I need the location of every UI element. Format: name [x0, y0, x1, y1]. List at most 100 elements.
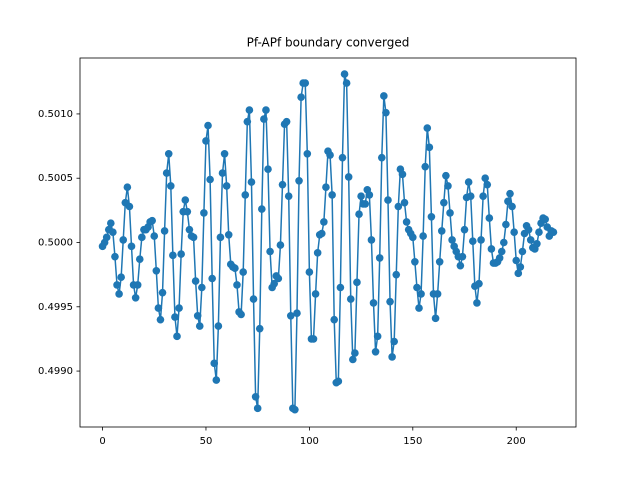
- data-point: [326, 151, 334, 159]
- data-point: [169, 251, 177, 260]
- data-point: [274, 274, 283, 283]
- data-point: [148, 216, 156, 225]
- data-point: [185, 225, 194, 234]
- data-point: [328, 191, 336, 199]
- data-point: [502, 220, 510, 229]
- data-point: [253, 404, 262, 413]
- data-point: [224, 230, 233, 239]
- data-point: [282, 117, 291, 126]
- data-point: [133, 281, 142, 289]
- x-tick-label: 150: [403, 436, 422, 447]
- data-point: [266, 247, 274, 256]
- data-point: [309, 335, 318, 343]
- data-point: [264, 165, 272, 174]
- data-point: [297, 93, 305, 102]
- data-point: [425, 143, 434, 152]
- data-point: [487, 245, 496, 253]
- data-point: [113, 281, 121, 289]
- data-point: [477, 236, 485, 244]
- data-point: [150, 232, 159, 240]
- data-point: [160, 227, 169, 235]
- data-point: [373, 332, 382, 341]
- data-point: [535, 228, 543, 237]
- data-point: [437, 227, 446, 235]
- data-point: [212, 376, 221, 384]
- data-point: [276, 241, 285, 249]
- data-point: [127, 242, 136, 251]
- data-point: [355, 210, 363, 219]
- data-point: [342, 79, 351, 87]
- data-point: [468, 237, 477, 246]
- data-point: [411, 257, 419, 266]
- data-point: [154, 304, 163, 312]
- data-point: [380, 92, 388, 100]
- data-point: [369, 299, 378, 307]
- data-point: [123, 183, 132, 192]
- data-point: [237, 310, 245, 319]
- data-point: [371, 347, 380, 356]
- data-point: [464, 178, 473, 186]
- data-point: [423, 124, 432, 132]
- data-point: [216, 233, 225, 242]
- data-point: [334, 377, 343, 386]
- data-point: [119, 236, 128, 244]
- data-point: [417, 290, 425, 298]
- data-point: [446, 209, 454, 217]
- data-point: [448, 236, 456, 244]
- data-point: [177, 250, 185, 258]
- data-point: [245, 106, 254, 114]
- data-point: [231, 264, 239, 273]
- data-point: [435, 257, 444, 266]
- data-point: [286, 311, 295, 320]
- data-point: [270, 279, 279, 288]
- data-point: [419, 232, 427, 240]
- data-point: [138, 233, 146, 242]
- data-point: [431, 314, 440, 323]
- data-point: [473, 299, 481, 307]
- data-point: [361, 200, 370, 208]
- data-point: [483, 180, 492, 189]
- data-point: [102, 233, 111, 242]
- data-point: [458, 252, 467, 261]
- data-point: [384, 196, 392, 204]
- data-point: [262, 106, 270, 114]
- data-point: [313, 248, 322, 257]
- data-point: [115, 290, 123, 298]
- data-point: [125, 202, 134, 211]
- data-point: [198, 283, 206, 292]
- data-point: [204, 121, 212, 130]
- y-tick-label: 0.4995: [38, 302, 73, 313]
- chart-title: Pf-APf boundary converged: [247, 36, 410, 50]
- data-point: [247, 178, 256, 186]
- data-point: [278, 180, 287, 189]
- data-point: [346, 295, 355, 303]
- data-point: [210, 359, 219, 368]
- data-point: [444, 182, 452, 190]
- data-point: [193, 311, 202, 320]
- data-point: [200, 209, 208, 217]
- data-point: [241, 191, 250, 199]
- x-tick-label: 200: [507, 436, 526, 447]
- data-point: [375, 254, 384, 262]
- data-point: [239, 268, 247, 276]
- data-point: [167, 182, 175, 190]
- data-point: [377, 153, 386, 162]
- data-point: [516, 263, 525, 271]
- data-point: [353, 278, 361, 287]
- data-point: [317, 229, 326, 238]
- data-point: [109, 228, 117, 237]
- data-point: [181, 196, 190, 204]
- data-point: [301, 79, 310, 87]
- data-point: [322, 183, 330, 192]
- data-point: [243, 117, 252, 126]
- data-point: [514, 269, 523, 278]
- data-point: [442, 171, 450, 180]
- data-point: [367, 236, 376, 244]
- data-point: [214, 322, 223, 330]
- data-point: [164, 149, 173, 158]
- data-point: [195, 322, 204, 330]
- data-point: [475, 279, 483, 288]
- data-point: [111, 252, 119, 261]
- data-point: [336, 283, 345, 292]
